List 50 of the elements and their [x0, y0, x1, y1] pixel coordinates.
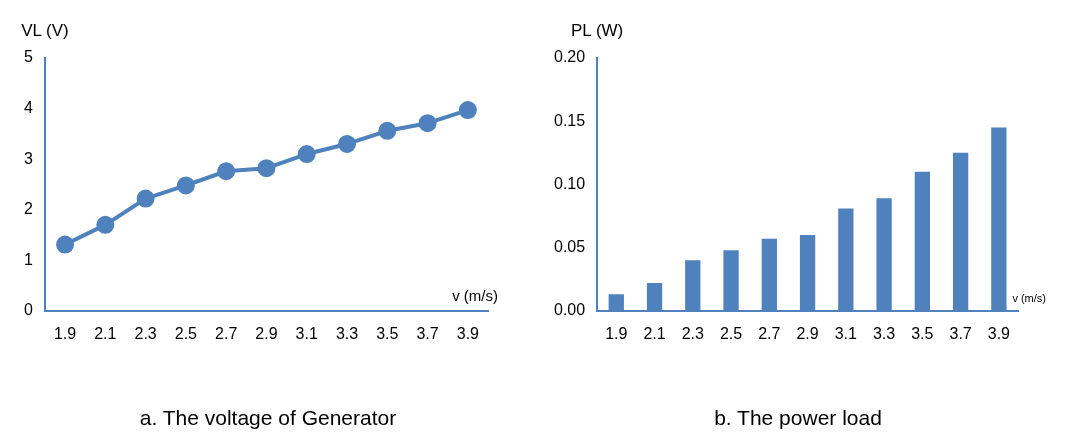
x-tick-label: 2.7: [215, 324, 238, 342]
point: [136, 189, 155, 208]
x-tick-label: 3.5: [376, 324, 399, 342]
x-tick-label: 3.7: [949, 324, 972, 342]
x-tick-label: 3.1: [295, 324, 318, 342]
x-tick-label: 2.5: [719, 324, 743, 342]
point: [378, 121, 397, 140]
point: [217, 162, 236, 181]
text: b. The power load: [713, 406, 883, 430]
x-tick-label: 3.1: [834, 324, 858, 342]
point: [418, 114, 437, 133]
x-tick-label: 2.5: [174, 324, 198, 342]
x-tick-label: 2.9: [255, 324, 278, 342]
y-tick-label: 0.10: [554, 174, 586, 192]
point: [458, 101, 477, 120]
x-tick-label: 3.3: [872, 324, 896, 342]
y-tick-label: 0: [23, 301, 33, 319]
x-axis-title: v (m/s): [452, 287, 498, 305]
x-tick-label: 3.7: [416, 324, 439, 342]
point: [338, 134, 357, 153]
y-tick-label: 0.20: [554, 48, 586, 66]
y-tick-label: 0.00: [554, 301, 586, 319]
x-tick-label: 3.9: [456, 324, 480, 342]
y-tick-label: 5: [23, 48, 33, 66]
x-tick-label: 2.9: [796, 324, 819, 342]
y-tick-label: 0.05: [554, 238, 586, 256]
y-tick-label: 0.15: [554, 111, 586, 129]
y-tick-label: 3: [23, 149, 33, 167]
point: [257, 159, 276, 178]
x-tick-label: 3.5: [911, 324, 934, 342]
x-tick-label: 2.7: [758, 324, 781, 342]
text: a. The voltage of Generator: [138, 406, 398, 430]
x-tick-label: 1.9: [605, 324, 628, 342]
x-axis-title: v (m/s): [1012, 292, 1046, 305]
y-axis-title: PL (W): [571, 21, 624, 41]
x-tick-label: 2.1: [643, 324, 666, 342]
point: [56, 235, 75, 254]
point: [297, 145, 316, 164]
point: [176, 176, 195, 195]
x-tick-label: 3.3: [335, 324, 359, 342]
y-tick-label: 1: [23, 250, 33, 268]
x-tick-label: 2.3: [134, 324, 157, 342]
y-tick-label: 4: [23, 98, 33, 116]
y-tick-label: 2: [23, 200, 33, 218]
y-axis-title: VL (V): [21, 21, 69, 41]
x-tick-label: 2.3: [681, 324, 705, 342]
point: [96, 215, 115, 234]
x-tick-label: 3.9: [987, 324, 1011, 342]
x-tick-label: 1.9: [53, 324, 77, 342]
x-tick-label: 2.1: [94, 324, 117, 342]
